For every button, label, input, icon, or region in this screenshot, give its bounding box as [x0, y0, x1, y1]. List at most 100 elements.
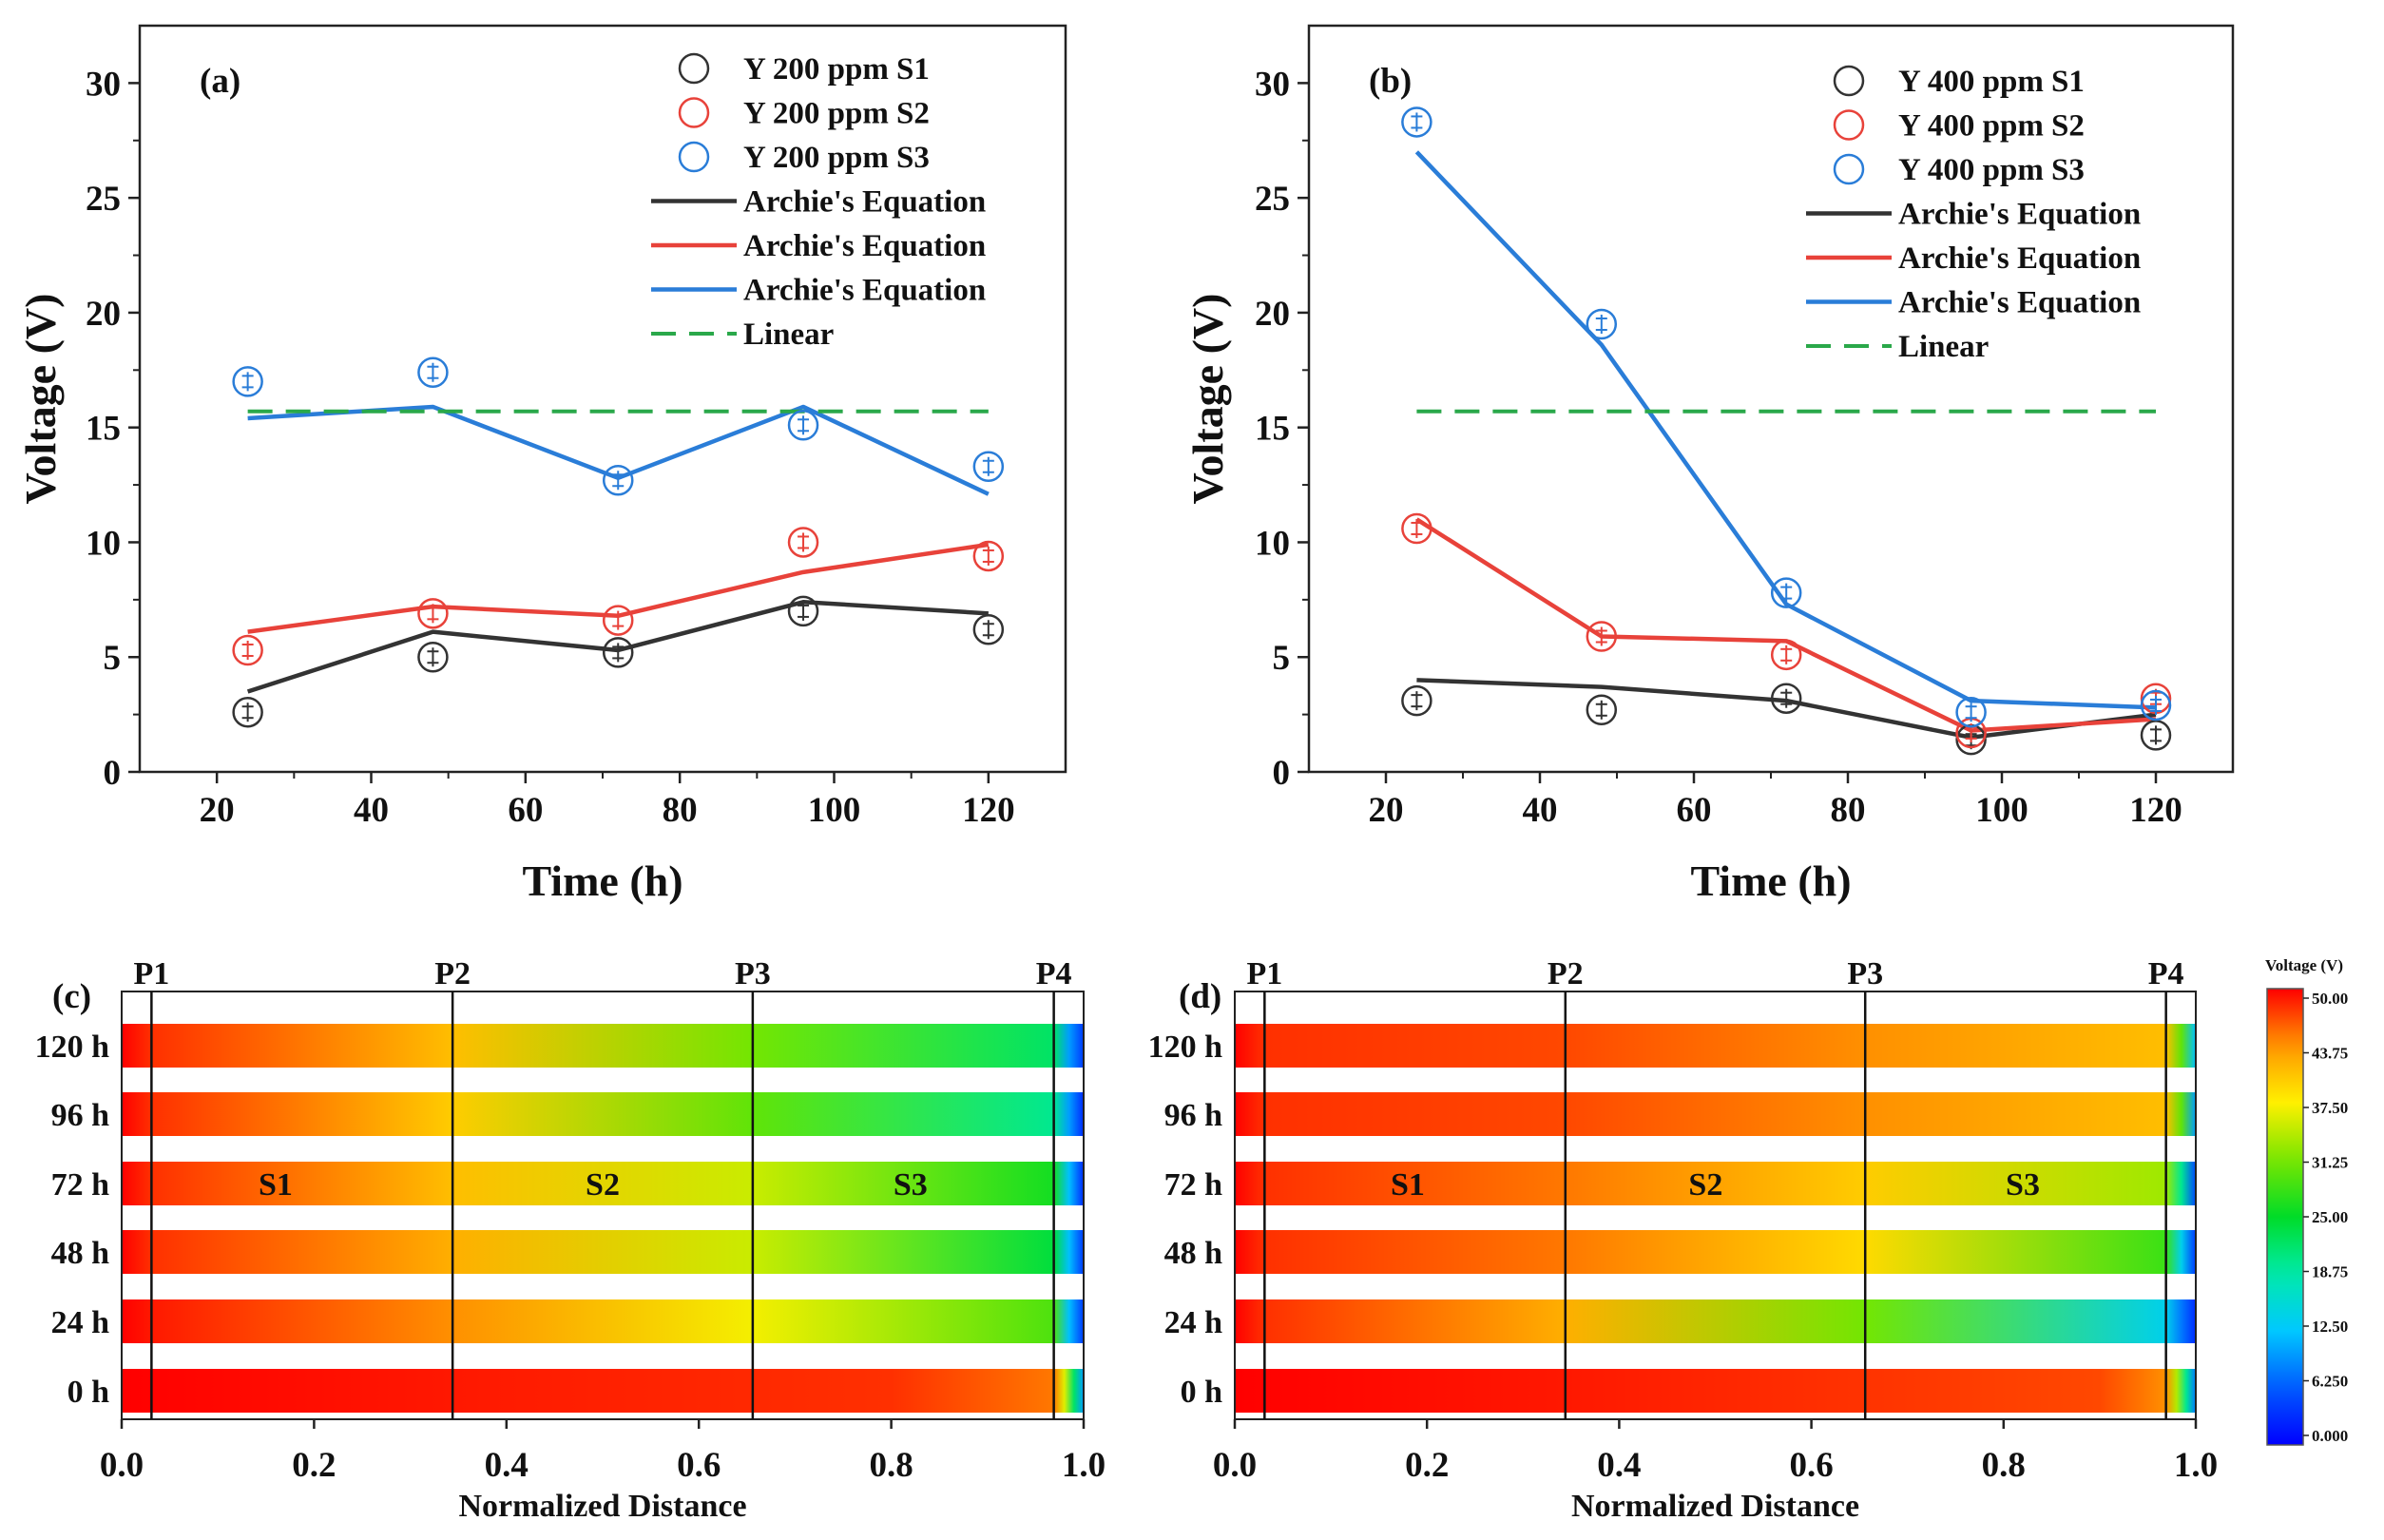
panel-0-y-axis-label: Voltage (V) [16, 294, 65, 505]
panel-0-x-tick-label: 80 [663, 791, 698, 830]
legend-marker [678, 141, 710, 173]
panel-1-series-0-point [1770, 683, 1802, 714]
data-point-marker [1401, 684, 1432, 717]
panel-2-heatmap-row [122, 1369, 1084, 1413]
panel-0-series-2-point [232, 366, 263, 397]
data-point-marker [1586, 308, 1618, 340]
panel-1-legend-label: Y 400 ppm S3 [1898, 153, 2085, 187]
panel-3-x-axis-label: Normalized Distance [1571, 1489, 1859, 1524]
panel-0-series-0-point [972, 613, 1005, 645]
data-point-marker [2140, 689, 2172, 722]
panel-1-legend-entry [1833, 109, 1865, 141]
panel-0-legend-label: Linear [743, 318, 834, 352]
panel-0-x-tick-label: 100 [808, 791, 861, 830]
panel-3-panel-tag: (d) [1179, 977, 1221, 1016]
panel-2-x-tick-label: 0.4 [485, 1446, 529, 1485]
panel-0-y-tick-label: 5 [104, 639, 122, 678]
panel-3-x-tick-label: 0.4 [1597, 1446, 1641, 1485]
panel-0-y-tick-label: 10 [86, 524, 121, 563]
panel-1-series-0-point [1586, 694, 1618, 726]
panel-2-row-label: 24 h [51, 1305, 110, 1340]
panel-1-legend-label: Linear [1898, 330, 1989, 364]
panel-0-x-tick-label: 120 [962, 791, 1015, 830]
panel-1-series-2-point [1401, 106, 1432, 138]
panel-3-heatmap-row [1235, 1369, 2196, 1413]
data-point-marker [1401, 512, 1432, 545]
panel-1-series-2-point [1955, 696, 1987, 728]
panel-3-x-tick-label: 1.0 [2174, 1446, 2218, 1485]
panel-0-y-tick-label: 30 [86, 65, 121, 104]
panel-3-row-label: 96 h [1164, 1098, 1223, 1133]
legend-marker [1833, 109, 1865, 141]
panel-1-series-5-line [1414, 150, 2157, 710]
panel-3-row-label: 48 h [1164, 1236, 1223, 1271]
panel-3-row-label: 120 h [1148, 1030, 1223, 1065]
panel-3-segment-label: S2 [1688, 1167, 1722, 1203]
panel-2-row-label: 48 h [51, 1236, 110, 1271]
panel-1-series-1-point [1586, 621, 1618, 652]
panel-0-series-0-point [417, 641, 449, 673]
panel-1-series-1-point [1770, 639, 1802, 671]
panel-1-x-tick-label: 40 [1523, 791, 1558, 830]
data-point-marker [232, 696, 263, 728]
legend-marker [1833, 153, 1865, 185]
panel-3-heatmap-row [1235, 1230, 2196, 1274]
panel-0-series-2-point [602, 464, 634, 496]
panel-3-heatmap-row [1235, 1024, 2196, 1068]
data-point-marker [972, 540, 1005, 572]
panel-0-series-0-point [232, 696, 263, 728]
panel-1-y-tick-label: 5 [1273, 639, 1291, 678]
panel-0-legend-entry [678, 141, 710, 173]
panel-2-x-tick-label: 0.2 [292, 1446, 336, 1485]
colorbar-tick-label: 31.25 [2312, 1154, 2348, 1172]
colorbar-tick-label: 25.00 [2312, 1208, 2348, 1226]
colorbar-tick-label: 37.50 [2312, 1099, 2348, 1117]
panel-2-x-tick-label: 0.0 [100, 1446, 144, 1485]
panel-1-series-2-point [1586, 308, 1618, 340]
panel-3-row-label: 0 h [1181, 1375, 1223, 1410]
data-point-marker [602, 605, 634, 636]
data-point-marker [1770, 577, 1802, 608]
panel-1-legend-label: Y 400 ppm S2 [1898, 109, 2085, 144]
panel-1-y-tick-label: 25 [1255, 180, 1290, 219]
colorbar-tick-label: 12.50 [2312, 1318, 2348, 1336]
panel-2-heatmap-row [122, 1162, 1084, 1205]
panel-1-x-tick-label: 120 [2129, 791, 2182, 830]
data-point-marker [602, 637, 634, 668]
panel-0-series-1-point [417, 598, 449, 629]
panel-1-x-tick-label: 80 [1831, 791, 1866, 830]
panel-3-segment-label: S1 [1391, 1167, 1425, 1203]
data-point-marker [787, 595, 819, 627]
panel-0-legend-label: Archie's Equation [743, 274, 986, 308]
panel-0-y-tick-label: 25 [86, 180, 121, 219]
colorbar-tick-label: 6.250 [2312, 1373, 2348, 1391]
panel-2-row-label: 96 h [51, 1098, 110, 1133]
panel-2-probe-label: P4 [1036, 956, 1072, 991]
panel-2-frame [121, 991, 1085, 1420]
panel-0-x-tick-label: 20 [200, 791, 235, 830]
panel-3-probe-label: P1 [1246, 956, 1282, 991]
colorbar-tick-label: 43.75 [2312, 1045, 2348, 1063]
panel-0-x-axis-label: Time (h) [522, 857, 683, 905]
panel-3-probe-label: P4 [2148, 956, 2184, 991]
panel-1-legend-entry [1833, 65, 1865, 97]
panel-0-y-tick-label: 20 [86, 295, 121, 334]
data-point-marker [787, 410, 819, 441]
data-point-marker [2140, 720, 2172, 751]
panel-2-heatmap-row [122, 1230, 1084, 1274]
panel-1-y-tick-label: 0 [1273, 754, 1291, 793]
panel-3-probe-label: P3 [1847, 956, 1883, 991]
panel-2-heatmap-row [122, 1024, 1084, 1068]
panel-1-y-tick-label: 15 [1255, 410, 1290, 449]
panel-2-x-tick-label: 0.8 [869, 1446, 913, 1485]
panel-0-legend-entry [678, 97, 710, 128]
colorbar-title: Voltage (V) [2265, 956, 2343, 974]
panel-3-x-tick-label: 0.8 [1982, 1446, 2026, 1485]
colorbar [2266, 988, 2304, 1446]
panel-0-x-tick-label: 40 [354, 791, 389, 830]
panel-2-panel-tag: (c) [52, 977, 91, 1016]
panel-0-series-1-point [972, 540, 1005, 572]
data-point-marker [1770, 639, 1802, 671]
panel-1-x-tick-label: 20 [1369, 791, 1404, 830]
data-point-marker [1586, 621, 1618, 652]
